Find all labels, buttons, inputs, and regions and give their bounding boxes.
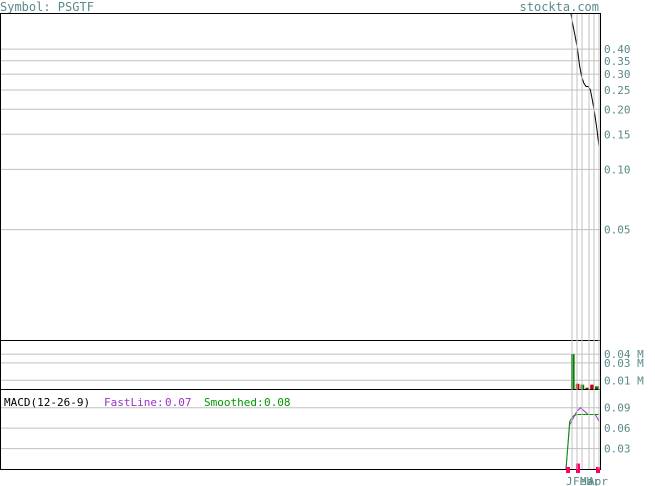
price-tick-label: 0.10: [604, 163, 631, 176]
date-gridlines: [571, 14, 600, 469]
price-tick-label: 0.15: [604, 128, 631, 141]
macd-panel: [0, 389, 601, 470]
price-axis: 0.400.350.30 0.25 0.20 0.15 0.10 0.05: [604, 43, 631, 236]
macd-fast-label: FastLine:: [104, 396, 164, 409]
price-line: [570, 13, 600, 147]
macd-histogram-bar: [566, 466, 570, 473]
price-tick-label: 0.25: [604, 84, 631, 97]
macd-tick-label: 0.09: [604, 402, 631, 415]
macd-histogram: [566, 463, 600, 473]
price-panel: [0, 13, 601, 341]
date-tick-label: Mar: [580, 475, 600, 486]
price-tick-label: 0.30: [604, 68, 631, 81]
macd-fast-value: 0.07: [165, 396, 192, 409]
price-grid: [1, 48, 600, 231]
macd-smoothed-label: Smoothed:: [204, 396, 264, 409]
date-tick-label: Feb: [573, 475, 593, 486]
macd-grid: [1, 407, 600, 450]
volume-bar: [595, 386, 599, 389]
macd-title: MACD(12-26-9): [4, 396, 90, 409]
volume-bar: [571, 354, 575, 389]
price-tick-label: 0.05: [604, 224, 631, 237]
date-tick-label: J: [566, 475, 573, 486]
volume-axis: 0.04 M0.03 M 0.01 M: [604, 348, 644, 387]
date-tick-label: Apr: [588, 475, 608, 486]
volume-bar: [590, 384, 594, 389]
volume-bar: [585, 387, 589, 389]
volume-tick-label: 0.04 M: [604, 348, 644, 361]
site-label: stockta.com: [520, 0, 599, 14]
macd-tick-label: 0.06: [604, 422, 631, 435]
price-tick-label: 0.20: [604, 103, 631, 116]
volume-grid: [1, 353, 600, 381]
price-series: [570, 13, 600, 147]
volume-bar: [575, 383, 580, 389]
volume-panel: [0, 340, 601, 390]
macd-axis: 0.09 0.06 0.03: [604, 402, 631, 456]
macd-histogram-bar: [576, 463, 580, 473]
symbol-label: Symbol: PSGTF: [0, 0, 94, 14]
price-tick-label: 0.40: [604, 43, 631, 56]
macd-tick-label: 0.03: [604, 443, 631, 456]
macd-legend: MACD(12-26-9) FastLine: 0.07 Smoothed: 0…: [4, 396, 291, 409]
macd-smoothed-value: 0.08: [264, 396, 291, 409]
volume-tick-label: 0.01 M: [604, 374, 644, 387]
macd-histogram-bar: [596, 466, 600, 473]
volume-tick-label: 0.03 M: [604, 357, 644, 370]
price-tick-label: 0.35: [604, 55, 631, 68]
